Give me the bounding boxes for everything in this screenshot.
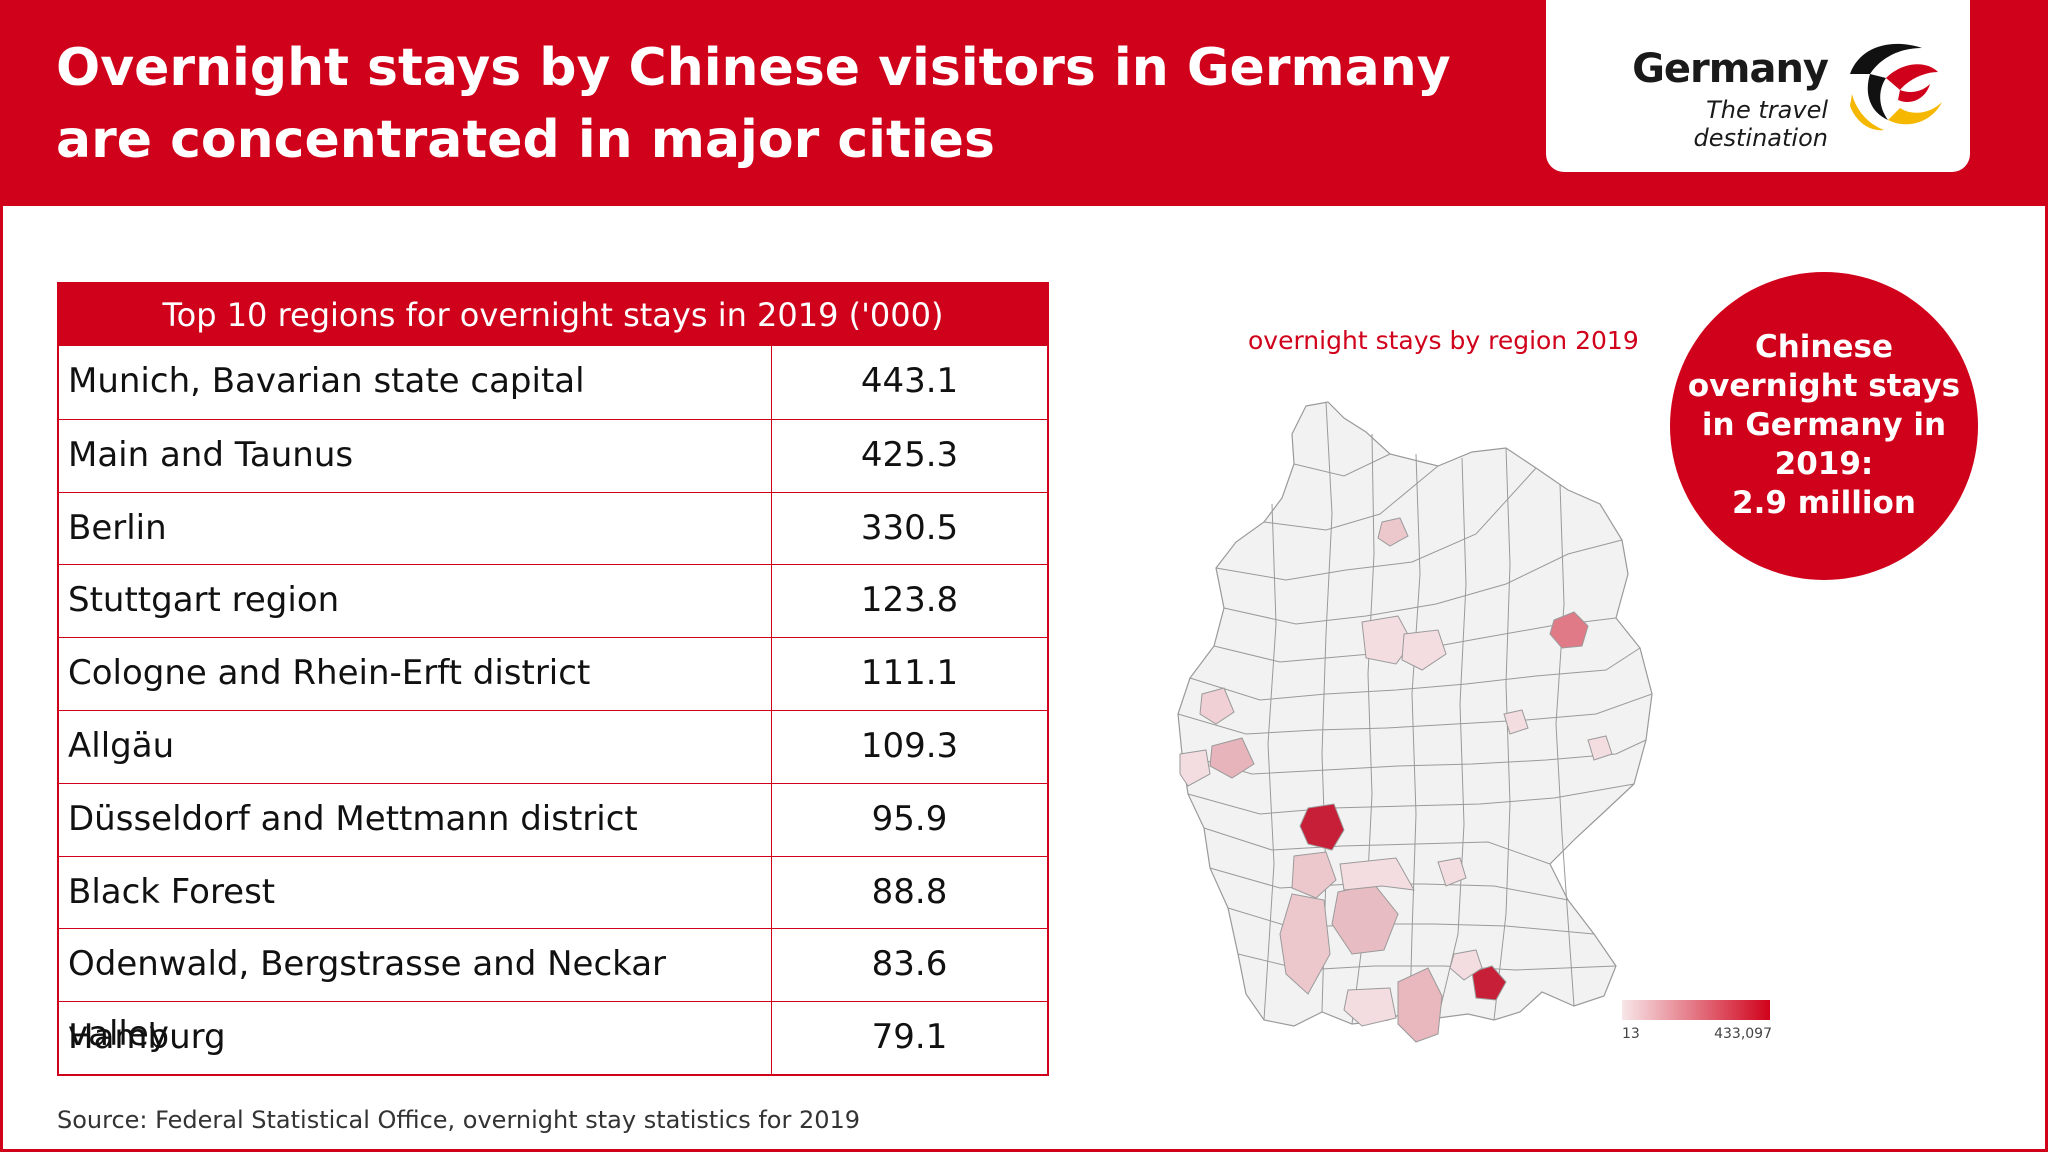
- logo-tagline: The travel destination: [1693, 96, 1828, 152]
- region-value: 123.8: [860, 580, 959, 621]
- region-nuremberg: [1437, 857, 1467, 887]
- region-name: Main and Taunus: [59, 419, 772, 492]
- legend-max-label: 433,097: [1714, 1026, 1772, 1042]
- region-name: Cologne and Rhein-Erft district: [59, 638, 772, 710]
- region-lake-constance: [1343, 987, 1397, 1027]
- title-line-1: Overnight stays by Chinese visitors in G…: [56, 38, 1451, 98]
- region-name: Stuttgart region: [59, 565, 772, 638]
- germany-region-map: [1177, 401, 1653, 1043]
- region-value: 111.1: [860, 653, 959, 694]
- title-line-2: are concentrated in major cities: [56, 110, 995, 170]
- table-row: Main and Taunus 425.3: [59, 418, 1047, 492]
- table-row: Odenwald, Bergstrasse and Neckar valley …: [59, 928, 1047, 1054]
- region-munich: [1471, 965, 1507, 1001]
- regions-table: Top 10 regions for overnight stays in 20…: [57, 282, 1049, 1076]
- table-row: Munich, Bavarian state capital 443.1: [59, 346, 1047, 419]
- callout-line-2: overnight stays: [1687, 368, 1961, 404]
- callout-line-1: Chinese: [1754, 329, 1894, 365]
- region-name: Hamburg: [59, 1002, 772, 1074]
- region-name: Düsseldorf and Mettmann district: [59, 783, 772, 856]
- legend-min-label: 13: [1622, 1026, 1640, 1042]
- logo-card: Germany The travel destination: [1546, 0, 1970, 172]
- region-value: 443.1: [860, 361, 959, 401]
- region-cologne: [1209, 737, 1255, 779]
- callout-line-3: in Germany in: [1701, 407, 1947, 443]
- table-row: Black Forest 88.8: [59, 855, 1047, 929]
- table-row: Düsseldorf and Mettmann district 95.9: [59, 782, 1047, 856]
- region-value: 79.1: [871, 1017, 948, 1058]
- region-upper-bavaria: [1449, 949, 1483, 981]
- source-note: Source: Federal Statistical Office, over…: [57, 1106, 861, 1134]
- map-legend: 13 433,097: [1620, 1000, 1772, 1046]
- region-value: 88.8: [871, 871, 948, 912]
- table-row: Cologne and Rhein-Erft district 111.1: [59, 637, 1047, 710]
- region-hamburg: [1377, 517, 1409, 547]
- region-name: Black Forest: [59, 856, 772, 929]
- region-berlin: [1549, 611, 1589, 649]
- table-header: Top 10 regions for overnight stays in 20…: [59, 284, 1047, 346]
- region-allgaeu: [1397, 967, 1443, 1043]
- region-name: Berlin: [59, 492, 772, 565]
- callout-line-4: 2019:: [1774, 446, 1874, 482]
- table-row: Stuttgart region 123.8: [59, 564, 1047, 638]
- region-swabian: [1339, 857, 1415, 891]
- region-duesseldorf: [1199, 687, 1235, 725]
- table-row: Hamburg 79.1: [59, 1001, 1047, 1074]
- region-eifel: [1179, 749, 1211, 787]
- logo-wordmark: Germany: [1632, 46, 1829, 92]
- region-value: 95.9: [871, 798, 948, 839]
- region-main-taunus: [1299, 803, 1345, 851]
- page-title: Overnight stays by Chinese visitors in G…: [56, 32, 1456, 176]
- table-row: Berlin 330.5: [59, 491, 1047, 565]
- region-value: 109.3: [860, 725, 959, 766]
- callout-line-5: 2.9 million: [1732, 485, 1916, 521]
- eagle-logo-icon: [1850, 43, 1942, 131]
- legend-gradient-bar: [1622, 1000, 1770, 1020]
- region-value: 425.3: [860, 434, 959, 475]
- map-title: overnight stays by region 2019: [1248, 326, 1639, 355]
- region-value: 83.6: [871, 944, 948, 985]
- region-value: 330.5: [860, 507, 959, 548]
- region-dresden: [1587, 735, 1613, 761]
- region-name: Allgäu: [59, 710, 772, 783]
- region-name: Odenwald, Bergstrasse and Neckar valley: [59, 929, 772, 1054]
- total-callout-circle: Chinese overnight stays in Germany in 20…: [1670, 272, 1978, 580]
- region-black-forest: [1279, 893, 1331, 995]
- region-odenwald: [1291, 851, 1337, 899]
- table-row: Allgäu 109.3: [59, 709, 1047, 783]
- region-name: Munich, Bavarian state capital: [59, 346, 772, 419]
- region-leipzig: [1503, 709, 1529, 735]
- region-weser: [1401, 629, 1447, 671]
